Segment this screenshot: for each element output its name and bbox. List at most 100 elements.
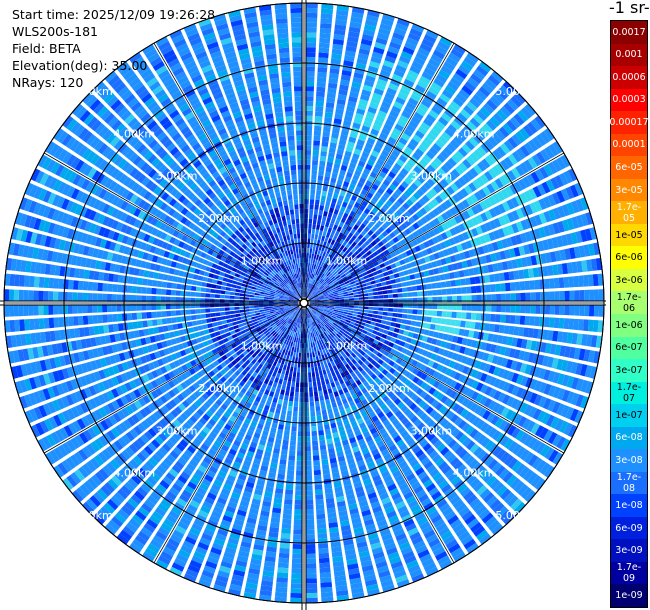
ppi-gate-cell (552, 452, 563, 465)
ppi-gate-cell (319, 572, 332, 579)
ppi-gate-cell (445, 377, 453, 386)
ppi-gate-cell (480, 372, 488, 383)
ppi-gate-cell (316, 324, 321, 330)
ppi-gate-cell (219, 294, 225, 299)
ppi-gate-cell (92, 304, 98, 313)
ppi-gate-cell (292, 411, 298, 417)
ppi-gate-cell (396, 478, 407, 487)
ppi-gate-cell (417, 471, 428, 480)
ppi-gate-cell (330, 325, 336, 330)
ppi-gate-cell (316, 410, 322, 417)
ppi-gate-cell (383, 339, 390, 346)
ppi-gate-cell (462, 365, 470, 375)
ppi-gate-cell (490, 414, 500, 426)
ppi-gate-cell (400, 368, 408, 376)
ppi-gate-cell (370, 321, 376, 326)
ppi-gate-cell (214, 307, 221, 312)
ppi-gate-cell (291, 578, 303, 584)
ppi-gate-cell (371, 317, 377, 322)
ppi-gate-cell (578, 348, 586, 361)
ppi-gate-cell (161, 288, 167, 295)
ppi-gate-cell (476, 419, 486, 430)
ppi-gate-cell (313, 306, 319, 310)
ppi-gate-cell (205, 288, 211, 293)
ppi-gate-cell (361, 318, 367, 323)
ppi-gate-cell (210, 288, 216, 294)
ppi-gate-cell (333, 307, 339, 311)
ppi-gate-cell (321, 312, 327, 316)
ppi-gate-cell (412, 445, 421, 454)
ppi-gate-cell (529, 392, 538, 404)
ppi-gate-cell (318, 308, 324, 312)
ppi-gate-cell (407, 357, 414, 365)
ppi-gate-cell (329, 303, 335, 305)
ppi-gate-cell (324, 324, 329, 330)
ppi-gate-cell (472, 462, 483, 473)
ppi-gate-cell (295, 382, 300, 388)
ppi-gate-cell (458, 374, 466, 383)
ppi-gate-cell (439, 325, 446, 332)
ppi-gate-cell (385, 335, 392, 341)
ppi-gate-cell (330, 317, 336, 321)
ppi-gate-cell (305, 514, 315, 520)
ppi-gate-cell (458, 434, 468, 444)
ppi-gate-cell (545, 414, 555, 427)
ppi-gate-cell (353, 349, 360, 356)
ppi-gate-cell (308, 306, 313, 311)
ppi-gate-cell (475, 393, 484, 403)
ppi-gate-cell (304, 416, 310, 422)
ppi-gate-cell (368, 346, 375, 353)
ppi-gate-cell (461, 303, 467, 311)
ppi-gate-cell (485, 343, 492, 352)
ppi-gate-cell (520, 304, 526, 314)
ppi-gate-cell (108, 273, 114, 282)
ppi-gate-cell (327, 334, 333, 340)
ppi-gate-cell (274, 493, 283, 499)
ppi-gate-cell (68, 279, 74, 290)
ppi-gate-cell (439, 502, 451, 513)
ppi-gate-cell (400, 430, 409, 439)
ppi-gate-cell (162, 325, 169, 332)
ppi-gate-cell (325, 315, 331, 320)
ppi-gate-cell (77, 315, 84, 326)
ppi-gate-cell (566, 332, 573, 344)
ppi-gate-cell (327, 311, 333, 314)
ppi-gate-cell (282, 513, 292, 520)
ppi-gate-cell (285, 484, 294, 490)
ppi-gate-cell (356, 372, 363, 379)
ppi-gate-cell (204, 303, 210, 308)
ppi-gate-cell (371, 391, 379, 399)
ppi-gate-cell (421, 525, 434, 535)
ppi-gate-cell (443, 421, 453, 431)
ppi-gate-cell (229, 307, 235, 311)
ppi-gate-cell (447, 439, 457, 449)
ppi-gate-cell (82, 292, 88, 302)
ppi-gate-cell (329, 305, 335, 308)
ppi-gate-cell (308, 306, 314, 310)
ppi-gate-cell (452, 335, 459, 343)
ppi-gate-cell (482, 352, 490, 362)
ppi-gate-cell (405, 399, 414, 408)
ppi-gate-cell (345, 380, 351, 387)
ppi-gate-cell (583, 349, 591, 362)
ppi-gate-cell (419, 439, 429, 448)
ppi-gate-cell (398, 443, 408, 452)
ppi-gate-cell (292, 543, 303, 550)
ppi-gate-cell (454, 445, 465, 456)
ppi-gate-cell (312, 321, 316, 327)
ppi-gate-cell (28, 304, 34, 316)
ppi-gate-cell (454, 382, 462, 391)
ppi-gate-cell (48, 304, 54, 315)
ppi-gate-cell (141, 286, 147, 294)
ppi-gate-cell (307, 367, 311, 373)
ppi-gate-cell (381, 376, 389, 383)
ppi-gate-cell (372, 349, 379, 356)
ppi-gate-cell (372, 431, 380, 439)
ppi-gate-cell (461, 452, 472, 463)
ppi-gate-cell (432, 371, 440, 379)
ppi-gate-cell (391, 418, 400, 427)
ppi-gate-cell (424, 375, 432, 383)
ppi-gate-cell (473, 331, 480, 339)
ppi-gate-cell (449, 380, 458, 389)
ppi-gate-cell (324, 306, 330, 309)
